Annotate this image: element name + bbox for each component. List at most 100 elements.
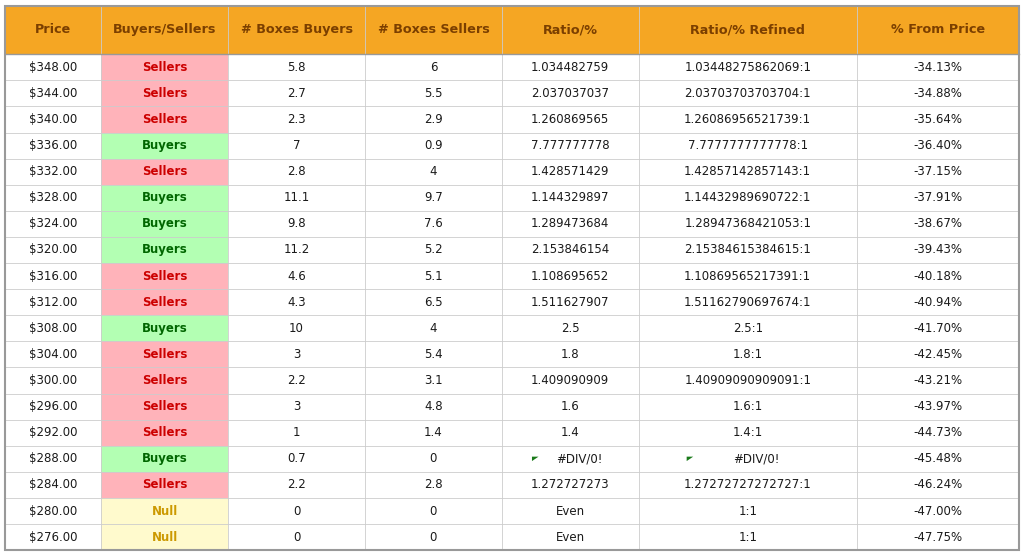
Text: 2.2: 2.2: [287, 478, 306, 492]
Text: 1.28947368421053:1: 1.28947368421053:1: [684, 217, 811, 231]
Bar: [365, 289, 502, 315]
Text: 5.2: 5.2: [424, 243, 442, 257]
Bar: [228, 446, 365, 472]
Text: Ratio/% Refined: Ratio/% Refined: [690, 23, 805, 36]
Text: $332.00: $332.00: [29, 165, 78, 178]
Bar: [502, 498, 639, 524]
Text: -45.48%: -45.48%: [913, 452, 963, 466]
Bar: [502, 524, 639, 550]
Bar: [502, 106, 639, 133]
Bar: [639, 133, 857, 159]
Bar: [5, 420, 101, 446]
Text: $336.00: $336.00: [29, 139, 78, 152]
Bar: [502, 237, 639, 263]
Text: -47.75%: -47.75%: [913, 531, 963, 544]
Text: 1.03448275862069:1: 1.03448275862069:1: [684, 61, 811, 74]
Text: Buyers: Buyers: [142, 217, 187, 231]
Bar: [639, 446, 857, 472]
Bar: [857, 341, 1019, 368]
Bar: [365, 472, 502, 498]
Text: $324.00: $324.00: [29, 217, 78, 231]
Bar: [857, 524, 1019, 550]
Bar: [365, 420, 502, 446]
Bar: [502, 6, 639, 54]
Text: 2.8: 2.8: [288, 165, 306, 178]
Bar: [502, 133, 639, 159]
Text: 4: 4: [430, 322, 437, 335]
Bar: [639, 237, 857, 263]
Bar: [857, 263, 1019, 289]
Text: 2.8: 2.8: [424, 478, 442, 492]
Text: 0.9: 0.9: [424, 139, 442, 152]
Text: 7.7777777777778:1: 7.7777777777778:1: [688, 139, 808, 152]
Text: 1.14432989690722:1: 1.14432989690722:1: [684, 191, 811, 204]
Bar: [101, 524, 228, 550]
Bar: [639, 289, 857, 315]
Bar: [502, 263, 639, 289]
Text: 2.3: 2.3: [288, 113, 306, 126]
Bar: [502, 472, 639, 498]
Bar: [857, 185, 1019, 211]
Text: #DIV/0!: #DIV/0!: [733, 452, 780, 466]
Bar: [857, 394, 1019, 420]
Text: Sellers: Sellers: [142, 478, 187, 492]
Text: -34.13%: -34.13%: [913, 61, 963, 74]
Text: 1.511627907: 1.511627907: [531, 296, 609, 309]
Text: -40.94%: -40.94%: [913, 296, 963, 309]
Text: 9.8: 9.8: [288, 217, 306, 231]
Bar: [857, 368, 1019, 394]
Bar: [228, 185, 365, 211]
Text: Even: Even: [556, 504, 585, 518]
Text: 1.4: 1.4: [424, 426, 442, 439]
Bar: [228, 394, 365, 420]
Bar: [101, 263, 228, 289]
Bar: [5, 211, 101, 237]
Text: 2.9: 2.9: [424, 113, 442, 126]
Bar: [502, 420, 639, 446]
Text: Sellers: Sellers: [142, 61, 187, 74]
Bar: [5, 341, 101, 368]
Bar: [502, 159, 639, 185]
Text: 0: 0: [293, 531, 300, 544]
Text: 3.1: 3.1: [424, 374, 442, 387]
Bar: [228, 159, 365, 185]
Bar: [228, 263, 365, 289]
Bar: [101, 472, 228, 498]
Bar: [228, 289, 365, 315]
Text: Sellers: Sellers: [142, 400, 187, 413]
Text: 3: 3: [293, 400, 300, 413]
Bar: [365, 80, 502, 106]
Text: $344.00: $344.00: [29, 87, 78, 100]
Bar: [101, 237, 228, 263]
Text: 2.7: 2.7: [287, 87, 306, 100]
Text: 1.108695652: 1.108695652: [531, 270, 609, 283]
Text: 1.26086956521739:1: 1.26086956521739:1: [684, 113, 811, 126]
Text: $348.00: $348.00: [29, 61, 78, 74]
Bar: [639, 420, 857, 446]
Bar: [228, 472, 365, 498]
Text: $288.00: $288.00: [29, 452, 78, 466]
Text: 1.428571429: 1.428571429: [531, 165, 609, 178]
Bar: [101, 368, 228, 394]
Bar: [502, 211, 639, 237]
Text: 5.1: 5.1: [424, 270, 442, 283]
Bar: [101, 420, 228, 446]
Text: -37.91%: -37.91%: [913, 191, 963, 204]
Bar: [228, 524, 365, 550]
Bar: [365, 498, 502, 524]
Text: 0: 0: [430, 531, 437, 544]
Text: Null: Null: [152, 531, 178, 544]
Bar: [857, 211, 1019, 237]
Text: Sellers: Sellers: [142, 87, 187, 100]
Text: 2.5:1: 2.5:1: [732, 322, 763, 335]
Bar: [5, 133, 101, 159]
Text: Buyers/Sellers: Buyers/Sellers: [113, 23, 216, 36]
Bar: [5, 106, 101, 133]
Bar: [228, 341, 365, 368]
Text: Sellers: Sellers: [142, 348, 187, 361]
Text: 0.7: 0.7: [288, 452, 306, 466]
Bar: [639, 498, 857, 524]
Text: Buyers: Buyers: [142, 322, 187, 335]
Bar: [639, 54, 857, 80]
Text: 1.289473684: 1.289473684: [531, 217, 609, 231]
